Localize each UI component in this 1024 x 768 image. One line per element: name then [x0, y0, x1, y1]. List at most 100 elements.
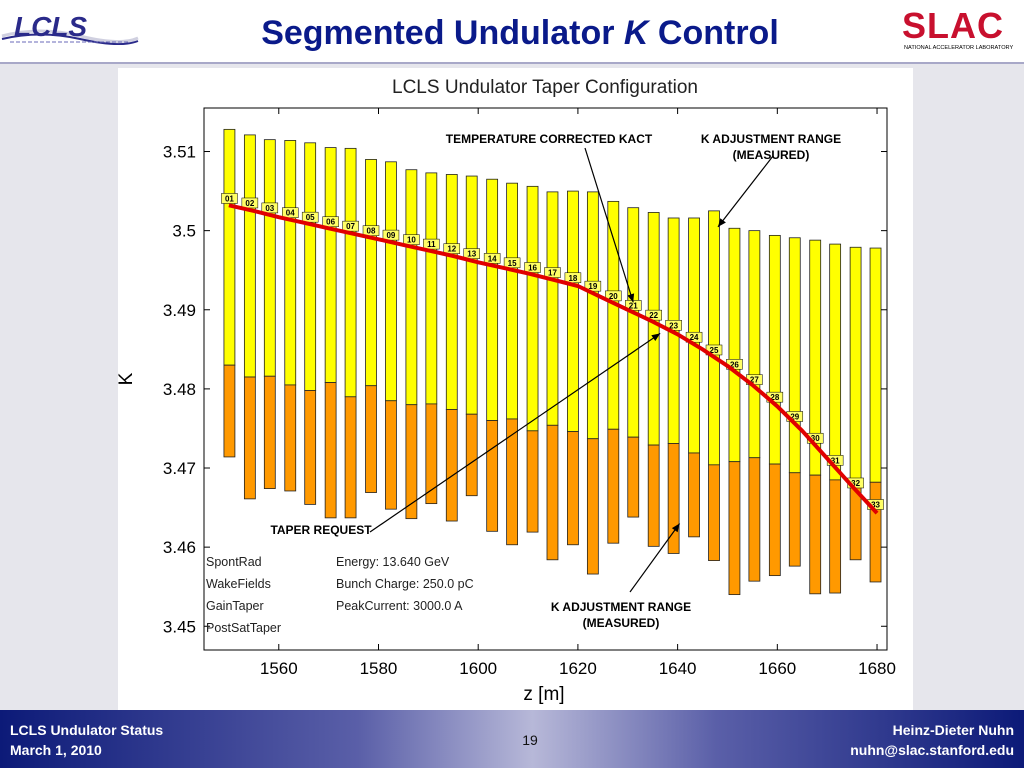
segment-21-label: 21	[629, 301, 638, 310]
x-tick-label: 1600	[459, 659, 497, 678]
segment-09-upper-bar	[385, 161, 397, 402]
segment-05-lower-bar	[304, 390, 317, 505]
segment-labels: 01 02 03 04 05 06 07 08 09 10 11 12 13 14 15 16 17 18 19 20…	[221, 193, 884, 510]
segment-23-label: 23	[669, 321, 678, 330]
segment-17-lower-bar	[546, 424, 559, 561]
x-axis-label: z [m]	[523, 684, 564, 705]
segment-26-label: 26	[730, 360, 739, 369]
title-prefix: Segmented Undulator	[261, 14, 624, 52]
segment-24-lower-bar	[688, 452, 700, 538]
annotation-k-range-upper-arrow-line	[717, 155, 774, 228]
taper-request-series	[228, 203, 879, 515]
annotation-k-range-upper: (MEASURED)	[733, 148, 810, 162]
taper-request-line	[228, 203, 879, 515]
segment-32-label: 32	[851, 479, 860, 488]
footer-author: Heinz-Dieter Nuhn	[892, 722, 1014, 738]
chart-title: LCLS Undulator Taper Configuration	[392, 77, 698, 98]
slide-content: LCLS Undulator Taper Configuration 01 02 0…	[0, 64, 1024, 710]
segment-24-label: 24	[690, 333, 699, 342]
segment-06-label: 06	[326, 218, 335, 227]
segment-14-lower-bar	[486, 420, 499, 532]
segment-33-label: 33	[871, 501, 880, 510]
annotation-taper-arrow-head	[651, 333, 661, 341]
segment-25-lower-bar	[708, 464, 720, 561]
segment-25-upper-bar	[708, 210, 720, 466]
segment-12-lower-bar	[445, 409, 458, 522]
segment-15-upper-bar	[506, 182, 518, 420]
segment-22-lower-bar	[647, 444, 660, 547]
x-tick-label: 1660	[758, 659, 796, 678]
x-tick-label: 1620	[559, 659, 597, 678]
segment-05-label: 05	[306, 213, 315, 222]
segment-19-upper-bar	[586, 191, 599, 440]
segment-10-label: 10	[407, 236, 416, 245]
segment-09-lower-bar	[385, 400, 397, 510]
footer-event: LCLS Undulator Status	[10, 722, 164, 738]
slac-logo-subtext: NATIONAL ACCELERATOR LABORATORY	[904, 45, 1013, 51]
segment-10-upper-bar	[405, 169, 418, 406]
taper-chart: LCLS Undulator Taper Configuration 01 02 0…	[118, 77, 896, 705]
annotation-temperature-corrected: TEMPERATURE CORRECTED KACT	[446, 132, 653, 146]
info-item: PeakCurrent: 3000.0 A	[336, 599, 463, 613]
segment-18-label: 18	[568, 274, 577, 283]
page-number: 19	[522, 732, 538, 748]
segment-28-lower-bar	[768, 463, 781, 577]
y-tick-label: 3.45	[163, 617, 196, 636]
y-tick-label: 3.47	[163, 459, 196, 478]
segment-01-label: 01	[225, 194, 234, 203]
x-tick-label: 1560	[260, 659, 298, 678]
annotation-temperature-arrow-head	[627, 293, 635, 303]
segment-13-label: 13	[467, 250, 476, 259]
segment-28-label: 28	[770, 393, 779, 402]
segment-29-upper-bar	[788, 237, 801, 474]
segment-27-label: 27	[750, 376, 759, 385]
segment-07-label: 07	[346, 222, 355, 231]
segment-11-upper-bar	[425, 172, 438, 405]
footer-email: nuhn@slac.stanford.edu	[850, 742, 1014, 758]
segment-16-upper-bar	[526, 185, 539, 432]
segment-15-lower-bar	[506, 418, 518, 546]
segment-03-label: 03	[265, 204, 274, 213]
segment-09-label: 09	[386, 231, 395, 240]
segment-32-upper-bar	[849, 246, 862, 482]
segment-04-upper-bar	[284, 140, 297, 386]
annotation-k-range-upper: K ADJUSTMENT RANGE	[701, 132, 841, 146]
segment-11-lower-bar	[425, 403, 438, 505]
annotation-temperature-arrow-line	[584, 147, 634, 303]
annotation-k-range-lower-arrow-head	[671, 523, 680, 533]
segment-07-lower-bar	[344, 396, 357, 519]
x-tick-label: 1640	[659, 659, 697, 678]
slac-logo: SLAC NATIONAL ACCELERATOR LABORATORY	[902, 6, 1020, 51]
lcls-logo-text: LCLS	[14, 11, 87, 42]
segment-10-lower-bar	[405, 404, 418, 520]
legend-item: PostSatTaper	[206, 621, 281, 635]
segment-12-upper-bar	[445, 174, 458, 410]
segment-16-lower-bar	[526, 430, 539, 533]
segment-02-label: 02	[245, 199, 254, 208]
lcls-logo: LCLS	[1, 11, 139, 45]
segment-22-upper-bar	[647, 212, 660, 446]
segment-07-upper-bar	[344, 147, 357, 398]
segment-31-lower-bar	[829, 479, 842, 594]
segment-bars	[223, 128, 882, 596]
segment-20-label: 20	[609, 292, 618, 301]
annotation-k-range-lower-arrow-line	[629, 523, 681, 593]
segment-18-lower-bar	[567, 431, 579, 546]
segment-14-label: 14	[488, 254, 497, 263]
info-item: Energy: 13.640 GeV	[336, 555, 450, 569]
segment-23-lower-bar	[667, 443, 680, 554]
segment-13-upper-bar	[465, 175, 478, 415]
segment-08-label: 08	[367, 227, 376, 236]
segment-30-lower-bar	[809, 474, 822, 595]
chart-annotations: TEMPERATURE CORRECTED KACT K ADJUSTMENT R…	[270, 132, 841, 630]
legend-item: GainTaper	[206, 599, 264, 613]
slide-header: LCLS Segmented Undulator K Control SLAC …	[0, 0, 1024, 64]
segment-28-upper-bar	[768, 234, 781, 465]
segment-17-upper-bar	[546, 191, 559, 426]
annotation-taper-arrow-line	[369, 332, 661, 533]
segment-06-lower-bar	[324, 382, 337, 519]
segment-17-label: 17	[548, 269, 557, 278]
segment-21-lower-bar	[627, 436, 640, 518]
segment-14-upper-bar	[486, 178, 499, 421]
x-tick-label: 1680	[858, 659, 896, 678]
